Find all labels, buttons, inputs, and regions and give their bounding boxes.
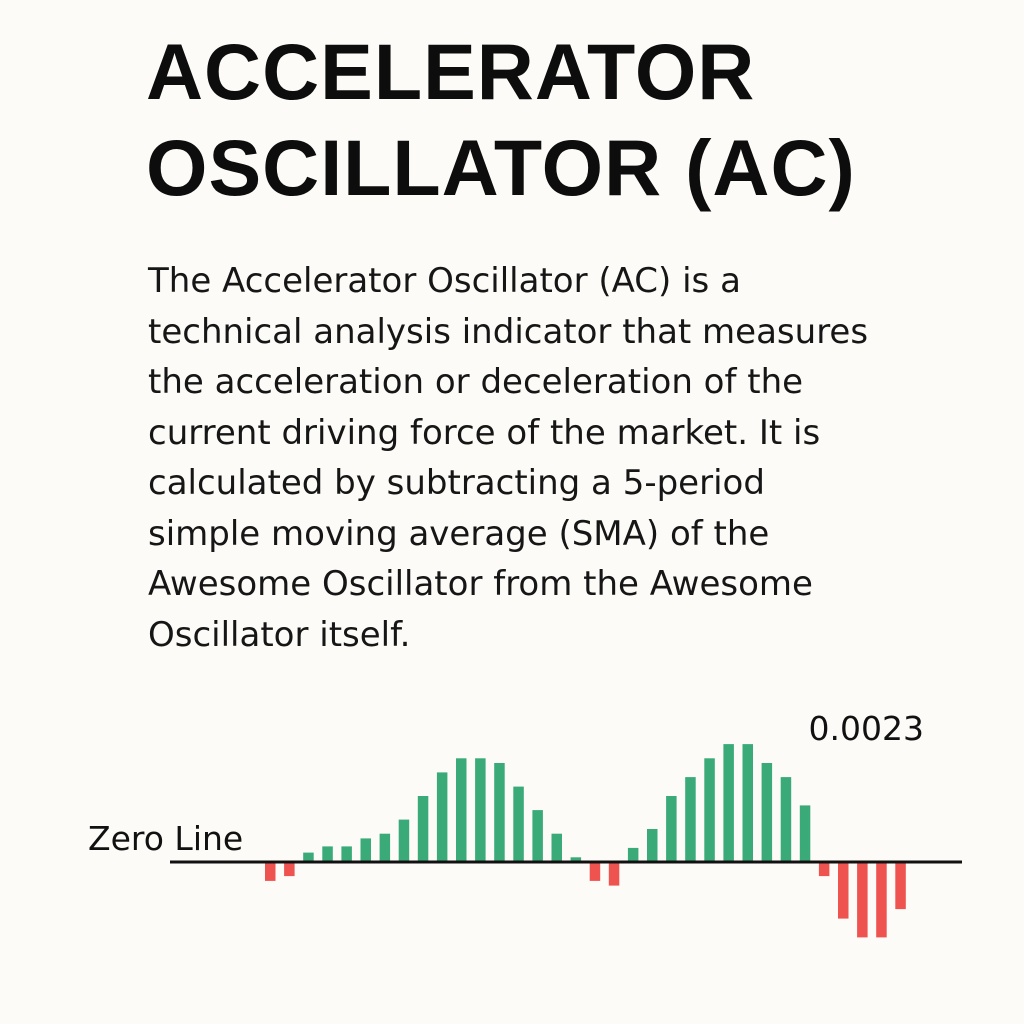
histogram-bar <box>379 833 391 862</box>
histogram-bar <box>303 852 314 862</box>
histogram-bar <box>417 796 429 862</box>
histogram-bar <box>360 838 371 862</box>
page-title: ACCELERATOR OSCILLATOR (AC) <box>146 24 1006 216</box>
description-line-8: Oscillator itself. <box>148 614 411 655</box>
histogram-bar <box>322 846 333 862</box>
histogram-bar <box>857 862 868 938</box>
histogram-bar <box>265 862 276 881</box>
histogram-bar <box>341 846 352 862</box>
description-line-5: calculated by subtracting a 5-period <box>148 463 765 503</box>
histogram-bar <box>742 744 753 862</box>
histogram-bar <box>398 819 410 862</box>
histogram-bar <box>513 786 524 862</box>
histogram-bar <box>627 847 639 862</box>
histogram-bar <box>608 862 620 886</box>
histogram-bar <box>895 862 906 910</box>
description-line-1: The Accelerator Oscillator (AC) is a <box>148 261 741 301</box>
histogram-bar <box>876 862 887 938</box>
histogram-bar <box>818 862 830 877</box>
histogram-bar <box>799 805 811 862</box>
histogram-bar <box>494 763 505 862</box>
value-annotation: 0.0023 <box>809 709 924 748</box>
description-line-4: current driving force of the market. It … <box>148 412 821 453</box>
histogram-bar <box>456 758 467 862</box>
histogram-bar <box>589 862 601 881</box>
description-line-6: simple moving average (SMA) of the <box>148 513 770 554</box>
histogram-bar <box>570 857 582 862</box>
ac-histogram-chart: Zero Line 0.0023 <box>88 709 962 938</box>
zero-line-label: Zero Line <box>88 819 243 858</box>
histogram-bar <box>532 810 543 862</box>
histogram-bar <box>666 796 677 862</box>
histogram-bar <box>436 772 448 862</box>
histogram-bar <box>685 777 696 862</box>
description-line-3: the acceleration or deceleration of the <box>148 362 804 402</box>
histogram-bars <box>265 744 906 938</box>
histogram-bar <box>761 763 773 862</box>
title-line-2: OSCILLATOR (AC) <box>146 123 856 212</box>
description-line-2: technical analysis indicator that measur… <box>148 311 869 352</box>
description: The Accelerator Oscillator (AC) is a tec… <box>148 256 968 660</box>
histogram-bar <box>723 744 734 862</box>
histogram-bar <box>284 862 295 877</box>
histogram-bar <box>475 758 486 862</box>
histogram-bar <box>704 758 715 862</box>
title-line-1: ACCELERATOR <box>146 27 756 116</box>
histogram-bar <box>551 833 562 862</box>
description-line-7: Awesome Oscillator from the Awesome <box>148 564 813 604</box>
histogram-bar <box>780 777 792 862</box>
histogram-bar <box>647 829 658 862</box>
histogram-bar <box>838 862 849 919</box>
